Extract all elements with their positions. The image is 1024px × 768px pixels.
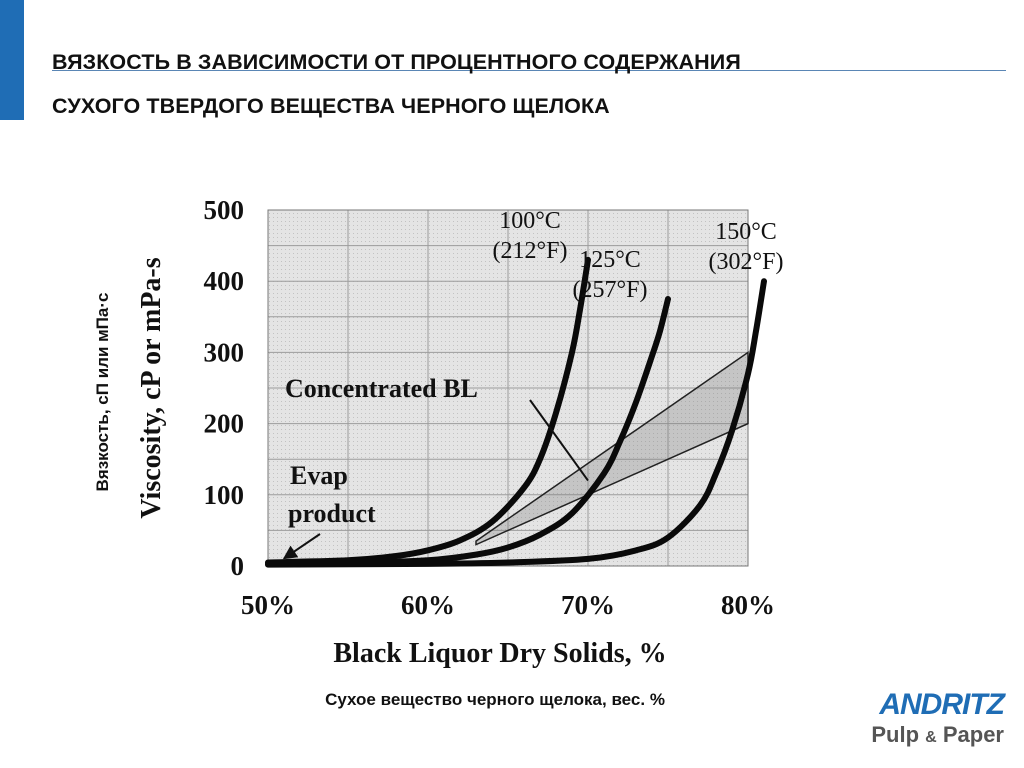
series-label-2-temp-f: (257°F) — [573, 277, 648, 303]
y-tick-label: 500 — [204, 195, 245, 225]
evap-product-label-line-1: Evap — [290, 461, 348, 490]
x-tick-label: 80% — [721, 590, 775, 620]
tagline-pulp: Pulp — [871, 722, 920, 747]
y-tick-label: 0 — [231, 551, 245, 581]
tagline-paper: Paper — [942, 722, 1004, 747]
concentrated-bl-label: Concentrated BL — [285, 374, 478, 403]
y-tick-labels: 0 100 200 300 400 500 — [204, 195, 245, 581]
annotations: Concentrated BL Evap product — [282, 374, 589, 560]
x-axis-label-ru: Сухое вещество черного щелока, вес. % — [325, 690, 665, 709]
evap-product-arrow — [282, 533, 321, 560]
series-label-1-temp-f: (212°F) — [493, 238, 568, 264]
x-tick-label: 70% — [561, 590, 615, 620]
series-line-3 — [265, 278, 767, 568]
x-tick-label: 50% — [241, 590, 295, 620]
series-label-3-temp-f: (302°F) — [709, 249, 784, 275]
y-tick-label: 100 — [204, 480, 245, 510]
series-label-2-temp-c: 125°C — [579, 247, 641, 273]
andritz-logo: ANDRITZ Pulp & Paper — [836, 688, 1008, 750]
band-concentrated-bl — [475, 350, 749, 546]
grid-lines — [267, 209, 749, 567]
x-tick-label: 60% — [401, 590, 455, 620]
series-label-1-temp-c: 100°C — [499, 208, 561, 234]
pulp-paper-tagline: Pulp & Paper — [871, 722, 1004, 748]
x-axis-label: Black Liquor Dry Solids, % — [333, 638, 666, 669]
series-line-2 — [265, 296, 671, 567]
page-title-line-1: ВЯЗКОСТЬ В ЗАВИСИМОСТИ ОТ ПРОЦЕНТНОГО СО… — [52, 50, 741, 74]
series-label-3-temp-c: 150°C — [715, 219, 777, 245]
evap-product-label-line-2: product — [288, 499, 376, 528]
concentrated-bl-arrow — [529, 399, 589, 482]
page-title: ВЯЗКОСТЬ В ЗАВИСИМОСТИ ОТ ПРОЦЕНТНОГО СО… — [52, 40, 982, 128]
series-lines — [265, 256, 767, 568]
title-divider — [52, 70, 1006, 71]
series-line-1 — [265, 256, 591, 566]
accent-bar — [0, 0, 24, 120]
series-labels: 100°C (212°F) 125°C (257°F) 150°C (302°F) — [493, 208, 784, 303]
tagline-ampersand: & — [925, 729, 937, 746]
x-tick-labels: 50% 60% 70% 80% — [241, 590, 775, 620]
y-tick-label: 300 — [204, 337, 245, 367]
page-title-line-2: СУХОГО ТВЕРДОГО ВЕЩЕСТВА ЧЕРНОГО ЩЕЛОКА — [52, 94, 610, 118]
y-tick-label: 400 — [204, 266, 245, 296]
andritz-wordmark: ANDRITZ — [879, 688, 1005, 721]
y-axis-label: Viscosity, cP or mPa-s — [136, 257, 167, 518]
y-tick-label: 200 — [204, 409, 245, 439]
